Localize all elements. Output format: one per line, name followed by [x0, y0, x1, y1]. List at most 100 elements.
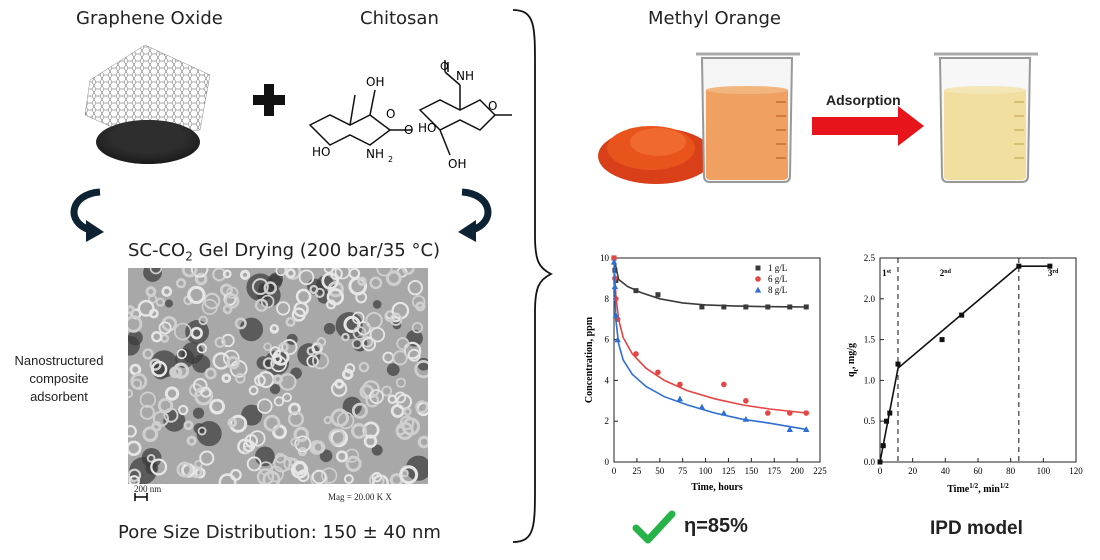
sem-fiber	[281, 339, 298, 356]
sem-fiber	[194, 272, 208, 286]
sem-fiber	[257, 398, 273, 414]
sem-fiber	[139, 404, 155, 420]
sem-fiber	[369, 389, 384, 405]
sem-fiber	[323, 416, 332, 425]
sem-fiber	[288, 402, 301, 416]
sem-fiber	[399, 465, 419, 485]
x-tick-label: 0	[612, 466, 617, 476]
beaker-orange	[696, 52, 800, 183]
sem-fiber	[130, 373, 148, 391]
sem-fiber	[369, 326, 386, 343]
x-tick-label: 175	[767, 466, 781, 476]
chem-oh-label: OH	[366, 75, 384, 89]
x-axis-label: Time1/2, min1/2	[947, 482, 1009, 495]
y-tick-label: 8	[605, 294, 610, 304]
data-point	[1047, 263, 1053, 269]
legend-marker	[755, 265, 761, 271]
sem-fiber	[199, 450, 215, 466]
sem-fiber	[226, 286, 239, 299]
sem-fiber	[411, 321, 424, 334]
sem-fiber	[175, 278, 187, 289]
data-point-triangle	[786, 426, 793, 432]
sem-fiber	[275, 268, 287, 277]
chem-o-carbonyl-label: O	[440, 60, 449, 73]
x-tick-label: 50	[655, 466, 665, 476]
y-tick-label: 1.0	[864, 375, 876, 385]
sem-fiber	[161, 286, 173, 297]
graphene-oxide-label: Graphene Oxide	[76, 8, 223, 29]
sem-fiber	[276, 301, 291, 316]
sem-fiber	[242, 445, 252, 454]
sem-fiber	[263, 281, 277, 295]
sem-fiber	[151, 360, 168, 378]
sem-pore	[128, 335, 140, 356]
data-point-circle	[721, 381, 727, 388]
sem-fiber	[149, 268, 163, 275]
sem-fiber	[381, 385, 393, 397]
sem-fiber	[221, 333, 235, 348]
sem-fiber	[414, 360, 428, 379]
x-tick-label: 150	[745, 466, 759, 476]
sem-fiber	[401, 268, 415, 275]
drying-main-text: SC-CO	[128, 240, 186, 261]
chitosan-structure: OH HO NH 2 O HO OH NH O O O	[308, 60, 512, 171]
legend-marker	[755, 276, 761, 282]
sem-fiber	[128, 305, 135, 315]
sem-fiber	[369, 276, 383, 290]
data-point	[877, 459, 883, 465]
chem-o-link-label: O	[404, 123, 413, 137]
concentration-chart: 0 25 50 75 100 125 150 175 200 225 0 2 4 6 8 10 Time, ho…	[584, 253, 827, 493]
data-point	[895, 361, 901, 367]
data-point-triangle	[803, 426, 810, 432]
sem-fiber	[192, 378, 208, 393]
sem-pore	[405, 455, 428, 481]
sem-pore	[239, 317, 264, 342]
sem-fiber	[328, 428, 346, 446]
chem-nh-label: NH	[456, 69, 474, 83]
sem-fiber	[139, 391, 157, 408]
efficiency-label: η=85%	[684, 515, 748, 537]
sem-fiber	[407, 348, 421, 362]
sem-fiber	[263, 414, 281, 432]
data-point-square	[803, 304, 809, 310]
sem-fiber	[274, 452, 286, 464]
sem-fiber	[334, 378, 345, 389]
data-point-square	[699, 304, 705, 310]
orange-powder	[598, 126, 714, 184]
sem-fiber	[146, 453, 156, 463]
region-label: 3rd	[1048, 268, 1059, 278]
sem-fiber	[352, 326, 367, 340]
x-tick-label: 25	[632, 466, 642, 476]
composite-line-1: Nanostructured	[14, 353, 104, 368]
chem-oh-label-2: OH	[448, 157, 466, 171]
scale-bar-icon	[134, 493, 148, 501]
sem-fiber	[311, 469, 327, 485]
sem-fiber	[342, 368, 354, 380]
data-point-circle	[803, 410, 810, 416]
ipd-fit-line	[879, 265, 1050, 463]
sem-fiber	[157, 397, 174, 414]
chem-nh2-subscript: 2	[388, 155, 393, 164]
sem-fiber	[251, 278, 269, 296]
curly-brace	[512, 9, 554, 543]
sem-fiber	[358, 361, 370, 373]
sem-fiber	[177, 404, 189, 416]
sem-fiber	[298, 269, 315, 286]
curved-arrow-left-icon	[70, 188, 104, 242]
sem-fiber	[376, 268, 393, 277]
beaker-yellow	[934, 52, 1038, 183]
sem-fiber	[150, 458, 168, 476]
sem-fiber	[293, 301, 309, 318]
sem-fiber	[272, 374, 284, 385]
sem-fiber	[417, 435, 428, 449]
data-point-circle	[786, 410, 793, 416]
y-axis-label: qt, mg/g	[846, 343, 860, 377]
x-tick-label: 100	[699, 466, 713, 476]
x-tick-label: 60	[974, 466, 984, 476]
x-tick-label: 125	[722, 466, 736, 476]
sem-fiber	[190, 326, 203, 340]
legend-marker	[754, 286, 762, 293]
sem-fiber	[196, 343, 208, 354]
data-point	[939, 337, 945, 343]
drying-rest-text: Gel Drying (200 bar/35 °C)	[192, 240, 441, 261]
